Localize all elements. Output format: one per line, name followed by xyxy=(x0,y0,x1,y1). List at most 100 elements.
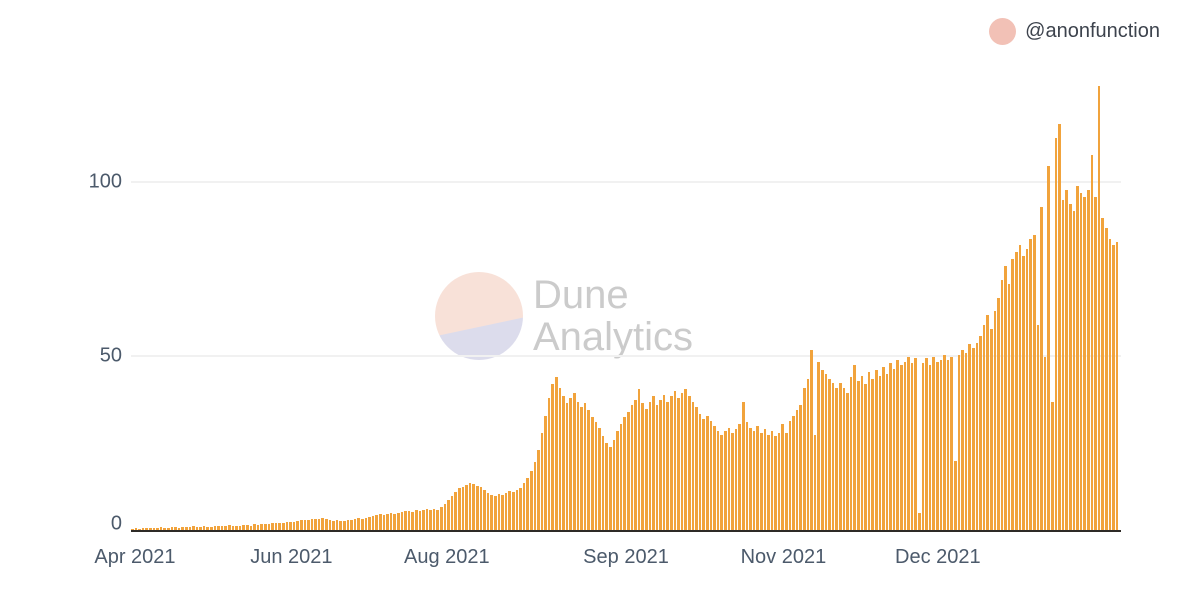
bar[interactable] xyxy=(831,382,835,530)
bar[interactable] xyxy=(131,528,134,530)
bar[interactable] xyxy=(1051,401,1054,530)
bar[interactable] xyxy=(903,361,907,530)
bar[interactable] xyxy=(393,513,396,530)
bar[interactable] xyxy=(411,511,414,530)
bar[interactable] xyxy=(702,418,705,530)
bar[interactable] xyxy=(289,521,292,530)
bar[interactable] xyxy=(756,425,759,530)
bar[interactable] xyxy=(1097,85,1101,530)
bar[interactable] xyxy=(547,398,551,530)
bar[interactable] xyxy=(741,401,745,530)
bar[interactable] xyxy=(361,518,364,530)
bar[interactable] xyxy=(601,436,605,530)
bar[interactable] xyxy=(975,342,979,530)
bar[interactable] xyxy=(846,392,849,530)
bar[interactable] xyxy=(152,527,156,530)
bar[interactable] xyxy=(813,434,817,530)
bar[interactable] xyxy=(828,379,831,530)
bar[interactable] xyxy=(964,353,968,530)
bar[interactable] xyxy=(626,412,630,530)
bar[interactable] xyxy=(738,424,741,530)
bar[interactable] xyxy=(468,483,472,530)
bar[interactable] xyxy=(260,524,263,530)
bar[interactable] xyxy=(982,325,986,530)
bar[interactable] xyxy=(619,424,623,530)
bar[interactable] xyxy=(774,436,777,530)
bar[interactable] xyxy=(637,389,641,530)
bar[interactable] xyxy=(422,509,425,530)
bar[interactable] xyxy=(220,526,224,530)
bar[interactable] xyxy=(206,526,210,530)
bar[interactable] xyxy=(529,471,533,530)
bar[interactable] xyxy=(1112,245,1115,530)
bar[interactable] xyxy=(267,523,271,530)
bar[interactable] xyxy=(217,525,220,530)
bar[interactable] xyxy=(950,356,953,530)
bar[interactable] xyxy=(396,512,400,530)
bar[interactable] xyxy=(943,354,946,530)
bar[interactable] xyxy=(1004,266,1007,530)
bar[interactable] xyxy=(400,511,404,530)
bar[interactable] xyxy=(526,477,529,530)
bar[interactable] xyxy=(695,406,698,530)
bar[interactable] xyxy=(591,417,594,530)
bar[interactable] xyxy=(454,491,458,530)
bar[interactable] xyxy=(860,375,864,530)
bar[interactable] xyxy=(849,377,853,530)
bar[interactable] xyxy=(939,359,943,530)
bar[interactable] xyxy=(450,496,454,530)
bar[interactable] xyxy=(727,427,731,530)
bar[interactable] xyxy=(896,359,900,530)
bar[interactable] xyxy=(598,427,601,530)
bar[interactable] xyxy=(447,500,450,530)
bar[interactable] xyxy=(971,347,975,530)
bar[interactable] xyxy=(968,344,971,530)
bar[interactable] xyxy=(134,528,138,530)
bar[interactable] xyxy=(511,492,515,530)
bar[interactable] xyxy=(1061,200,1065,530)
bar[interactable] xyxy=(986,314,989,530)
bar[interactable] xyxy=(662,394,666,530)
bar[interactable] xyxy=(558,387,562,530)
bar[interactable] xyxy=(1007,283,1011,530)
bar[interactable] xyxy=(565,403,569,530)
bar[interactable] xyxy=(555,377,558,530)
bar[interactable] xyxy=(1000,280,1004,530)
bar[interactable] xyxy=(997,297,1000,530)
bar[interactable] xyxy=(583,403,587,530)
bar[interactable] xyxy=(925,358,928,530)
bar[interactable] xyxy=(1101,217,1104,530)
bar[interactable] xyxy=(1058,124,1061,530)
bar[interactable] xyxy=(709,420,713,530)
bar[interactable] xyxy=(953,460,957,530)
bar[interactable] xyxy=(691,401,695,530)
bar[interactable] xyxy=(759,432,763,530)
bar[interactable] xyxy=(192,526,195,530)
bar[interactable] xyxy=(235,525,238,530)
bar[interactable] xyxy=(425,509,429,530)
bar[interactable] xyxy=(853,365,856,530)
bar[interactable] xyxy=(817,361,820,530)
bar[interactable] xyxy=(213,526,217,530)
bar[interactable] xyxy=(242,525,245,530)
bar[interactable] xyxy=(184,527,188,530)
bar[interactable] xyxy=(544,415,547,530)
bar[interactable] xyxy=(900,365,903,530)
bar[interactable] xyxy=(332,520,335,530)
bar[interactable] xyxy=(378,514,382,530)
bar[interactable] xyxy=(921,363,925,530)
bar[interactable] xyxy=(314,518,317,530)
bar[interactable] xyxy=(145,528,148,530)
bar[interactable] xyxy=(745,422,749,530)
bar[interactable] xyxy=(418,510,422,530)
bar[interactable] xyxy=(1079,193,1083,530)
bar[interactable] xyxy=(285,522,289,530)
bar[interactable] xyxy=(386,514,389,530)
bar[interactable] xyxy=(181,526,184,530)
bar[interactable] xyxy=(749,427,752,530)
bar[interactable] xyxy=(1054,137,1058,530)
bar[interactable] xyxy=(806,379,810,530)
bar[interactable] xyxy=(353,518,357,530)
bar[interactable] xyxy=(1072,210,1076,530)
bar[interactable] xyxy=(174,527,177,530)
